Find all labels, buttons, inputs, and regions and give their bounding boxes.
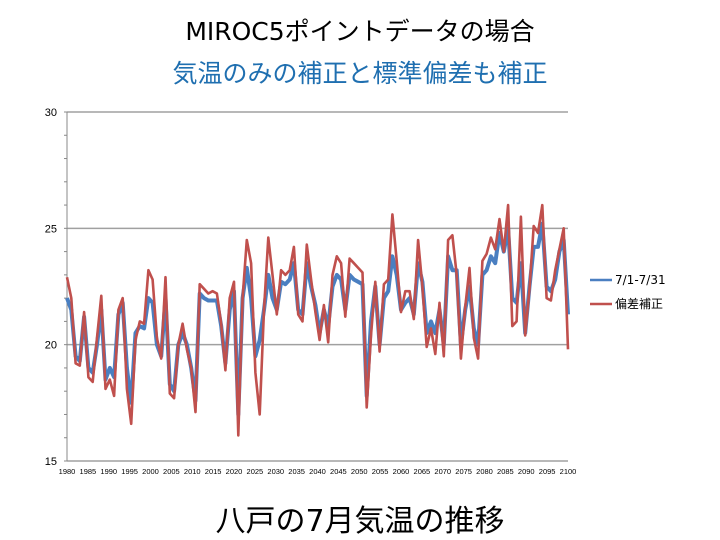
x-tick-label: 2055 <box>372 467 389 476</box>
x-tick-label: 1980 <box>59 467 76 476</box>
x-tick-label: 2080 <box>476 467 493 476</box>
x-tick-label: 2010 <box>184 467 201 476</box>
x-tick-label: 2005 <box>163 467 180 476</box>
x-tick-label: 2070 <box>434 467 451 476</box>
x-tick-label: 2030 <box>267 467 284 476</box>
legend-label-2: 偏差補正 <box>615 296 663 311</box>
x-tick-label: 2075 <box>455 467 472 476</box>
chart-caption: 八戸の7月気温の推移 <box>215 504 505 539</box>
x-tick-label: 2020 <box>226 467 243 476</box>
y-tick-label: 20 <box>45 340 57 352</box>
grid-lines <box>67 111 568 462</box>
chart-subtitle: 気温のみの補正と標準偏差も補正 <box>172 59 548 88</box>
legend-label-1: 7/1-7/31 <box>615 273 666 287</box>
x-tick-label: 1990 <box>100 467 117 476</box>
x-tick-label: 2060 <box>393 467 410 476</box>
x-tick-label: 2000 <box>142 467 159 476</box>
chart-title: MIROC5ポイントデータの場合 <box>185 17 535 46</box>
legend: 7/1-7/31 偏差補正 <box>590 273 666 311</box>
x-tick-label: 2035 <box>288 467 305 476</box>
x-tick-label: 2090 <box>518 467 535 476</box>
x-tick-label: 2085 <box>497 467 514 476</box>
y-tick-label: 15 <box>45 456 57 468</box>
x-tick-label: 1985 <box>80 467 97 476</box>
y-axis: 15 20 25 30 <box>45 107 68 468</box>
x-tick-label: 2015 <box>205 467 222 476</box>
x-tick-label: 1995 <box>121 467 138 476</box>
series-lines <box>65 203 570 437</box>
x-tick-label: 2095 <box>539 467 556 476</box>
x-tick-label: 2045 <box>330 467 347 476</box>
y-tick-label: 30 <box>45 107 57 119</box>
x-tick-label: 2065 <box>414 467 431 476</box>
x-tick-label: 2050 <box>351 467 368 476</box>
x-axis: 1980 1985 1990 1995 2000 2005 2010 2015 2020 2025… <box>59 467 577 476</box>
series-line-2 <box>65 203 570 437</box>
y-tick-label: 25 <box>45 223 57 235</box>
x-tick-label: 2040 <box>309 467 326 476</box>
x-tick-label: 2025 <box>247 467 264 476</box>
x-tick-label: 2100 <box>560 467 577 476</box>
